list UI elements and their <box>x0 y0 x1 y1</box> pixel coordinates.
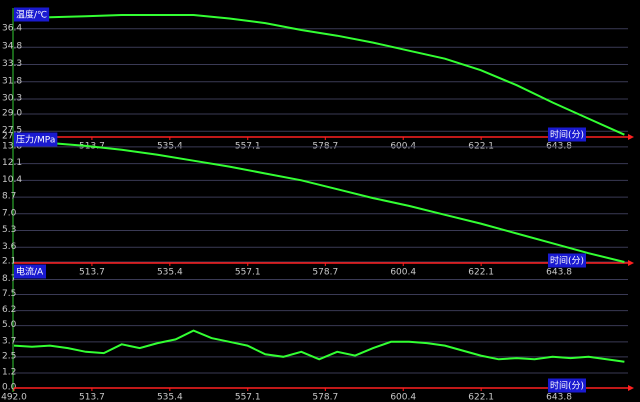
data-line <box>13 140 625 263</box>
data-line <box>13 14 625 136</box>
x-tick-label: 622.1 <box>468 393 494 402</box>
panel-title: 电流/A <box>16 266 44 278</box>
y-tick-label: 3.7 <box>2 336 16 346</box>
y-tick-label: 29.0 <box>2 108 22 118</box>
y-tick-label: 6.2 <box>2 305 16 315</box>
y-tick-label: 30.3 <box>2 94 22 104</box>
y-tick-label: 10.4 <box>2 175 22 185</box>
x-tick-label: 578.7 <box>312 268 338 278</box>
x-tick-label: 513.7 <box>79 268 105 278</box>
axis-arrow <box>628 134 634 140</box>
x-tick-label: 557.1 <box>235 393 261 402</box>
axis-arrow <box>628 260 634 266</box>
x-tick-label: 643.8 <box>546 268 572 278</box>
axis-arrow <box>628 385 634 391</box>
y-tick-label: 27.0 <box>2 132 22 142</box>
y-tick-label: 0.0 <box>2 383 17 393</box>
y-tick-label: 7.5 <box>2 289 16 299</box>
panel-title-box <box>14 132 58 147</box>
x-tick-label: 513.7 <box>79 393 105 402</box>
y-tick-label: 5.0 <box>2 320 17 330</box>
x-axis-label-box <box>547 127 586 142</box>
y-tick-label: 7.0 <box>2 208 17 218</box>
y-tick-label: 33.3 <box>2 59 22 69</box>
x-axis-label: 时间(分) <box>550 255 584 267</box>
x-axis-label: 时间(分) <box>550 129 584 141</box>
x-tick-label: 535.4 <box>157 268 183 278</box>
y-tick-label: 5.3 <box>2 225 16 235</box>
y-tick-label: 8.7 <box>2 274 16 284</box>
y-tick-label: 34.8 <box>2 42 22 52</box>
x-axis-label-box <box>547 253 586 268</box>
panel-title: 温度/℃ <box>16 9 47 21</box>
x-tick-label: 643.8 <box>546 393 572 402</box>
panel-title-box <box>14 264 47 279</box>
x-tick-label: 492.0 <box>1 393 27 402</box>
y-tick-label: 1.2 <box>2 368 16 378</box>
y-tick-label: 31.8 <box>2 76 22 86</box>
y-tick-label: 8.7 <box>2 192 16 202</box>
y-tick-label: 27.5 <box>2 126 22 136</box>
y-tick-label: 13.8 <box>2 141 22 151</box>
y-tick-label: 2.5 <box>2 351 16 361</box>
x-tick-label: 600.4 <box>390 268 416 278</box>
x-axis-label: 时间(分) <box>550 380 584 392</box>
y-tick-label: 3.6 <box>2 242 17 252</box>
x-tick-label: 535.4 <box>157 393 183 402</box>
x-tick-label: 557.1 <box>235 268 261 278</box>
x-tick-label: 600.4 <box>390 393 416 402</box>
data-line <box>13 329 625 363</box>
y-tick-label: 2.1 <box>2 257 16 267</box>
y-tick-label: 12.1 <box>2 158 22 168</box>
panel-title-box <box>14 7 50 22</box>
y-tick-label: 36.4 <box>2 23 22 33</box>
x-tick-label: 622.1 <box>468 268 494 278</box>
x-axis-label-box <box>547 378 586 393</box>
panel-title: 压力/MPa <box>16 134 55 146</box>
x-tick-label: 578.7 <box>312 393 338 402</box>
